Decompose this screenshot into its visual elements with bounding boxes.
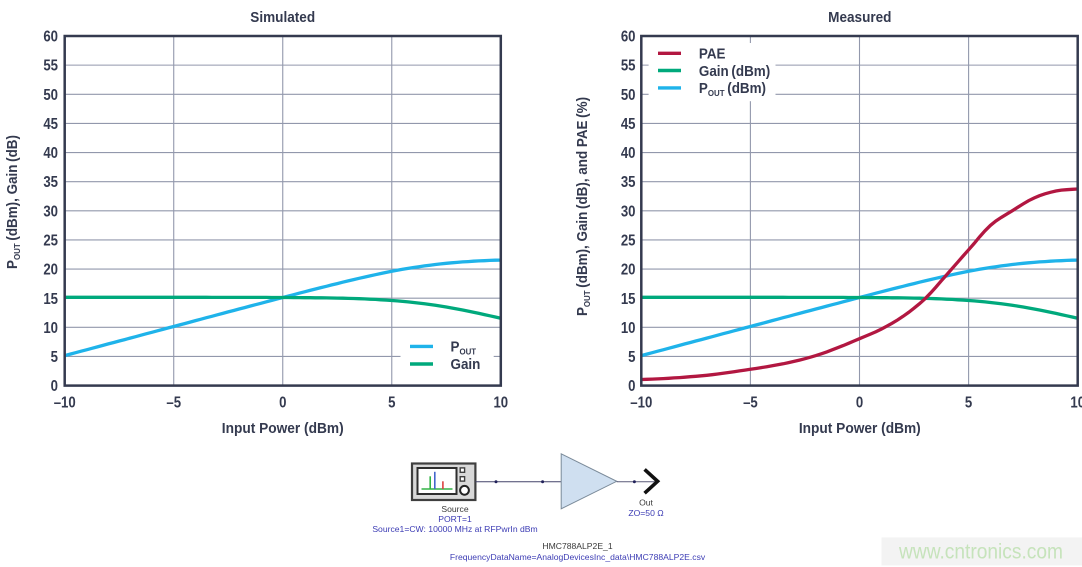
svg-text:50: 50 [621,87,636,104]
svg-text:10: 10 [493,394,508,411]
svg-text:10: 10 [1070,394,1082,411]
svg-text:–10: –10 [54,394,76,411]
svg-text:POUT (dBm), Gain (dB): POUT (dBm), Gain (dB) [3,135,22,269]
svg-text:15: 15 [43,291,58,308]
svg-text:15: 15 [621,291,636,308]
svg-text:0: 0 [51,378,58,395]
svg-text:60: 60 [43,29,58,46]
svg-text:30: 30 [43,203,58,220]
svg-text:–5: –5 [166,394,181,411]
svg-text:45: 45 [43,116,58,133]
svg-text:5: 5 [965,394,972,411]
svg-text:10: 10 [43,320,58,337]
svg-text:Out: Out [639,497,653,507]
svg-text:0: 0 [856,394,863,411]
svg-text:FrequencyDataName=AnalogDevice: FrequencyDataName=AnalogDevicesInc_data\… [450,552,706,562]
svg-text:www.cntronics.com: www.cntronics.com [898,541,1063,564]
svg-text:20: 20 [43,262,58,279]
svg-text:Source: Source [441,504,468,514]
svg-text:55: 55 [621,58,636,75]
svg-text:60: 60 [621,29,636,46]
svg-text:Measured: Measured [828,9,891,26]
svg-text:Input Power (dBm): Input Power (dBm) [222,421,344,437]
svg-text:40: 40 [621,145,636,162]
svg-text:Input Power (dBm): Input Power (dBm) [799,421,921,437]
svg-text:55: 55 [43,58,58,75]
svg-text:25: 25 [43,232,58,249]
svg-text:–5: –5 [743,394,758,411]
svg-text:PORT=1: PORT=1 [438,514,472,524]
svg-text:30: 30 [621,203,636,220]
svg-text:50: 50 [43,87,58,104]
svg-text:Source1=CW: 10000 MHz at RFPwr: Source1=CW: 10000 MHz at RFPwrIn dBm [372,524,537,534]
svg-text:35: 35 [43,174,58,191]
svg-text:40: 40 [43,145,58,162]
svg-text:–10: –10 [630,394,652,411]
svg-text:PAE: PAE [699,45,726,62]
svg-text:5: 5 [628,349,635,366]
svg-text:25: 25 [621,232,636,249]
svg-text:HMC788ALP2E_1: HMC788ALP2E_1 [542,541,612,551]
svg-text:5: 5 [51,349,58,366]
svg-text:Simulated: Simulated [250,9,315,26]
svg-text:POUT (dBm), Gain (dB), and PAE: POUT (dBm), Gain (dB), and PAE (%) [573,97,592,316]
svg-text:35: 35 [621,174,636,191]
svg-text:Gain: Gain [451,356,481,373]
svg-text:5: 5 [388,394,395,411]
svg-text:ZO=50 Ω: ZO=50 Ω [628,508,664,518]
svg-text:0: 0 [279,394,286,411]
svg-text:10: 10 [621,320,636,337]
svg-text:0: 0 [628,378,635,395]
svg-text:Gain (dBm): Gain (dBm) [699,62,770,79]
svg-text:20: 20 [621,262,636,279]
svg-text:45: 45 [621,116,636,133]
